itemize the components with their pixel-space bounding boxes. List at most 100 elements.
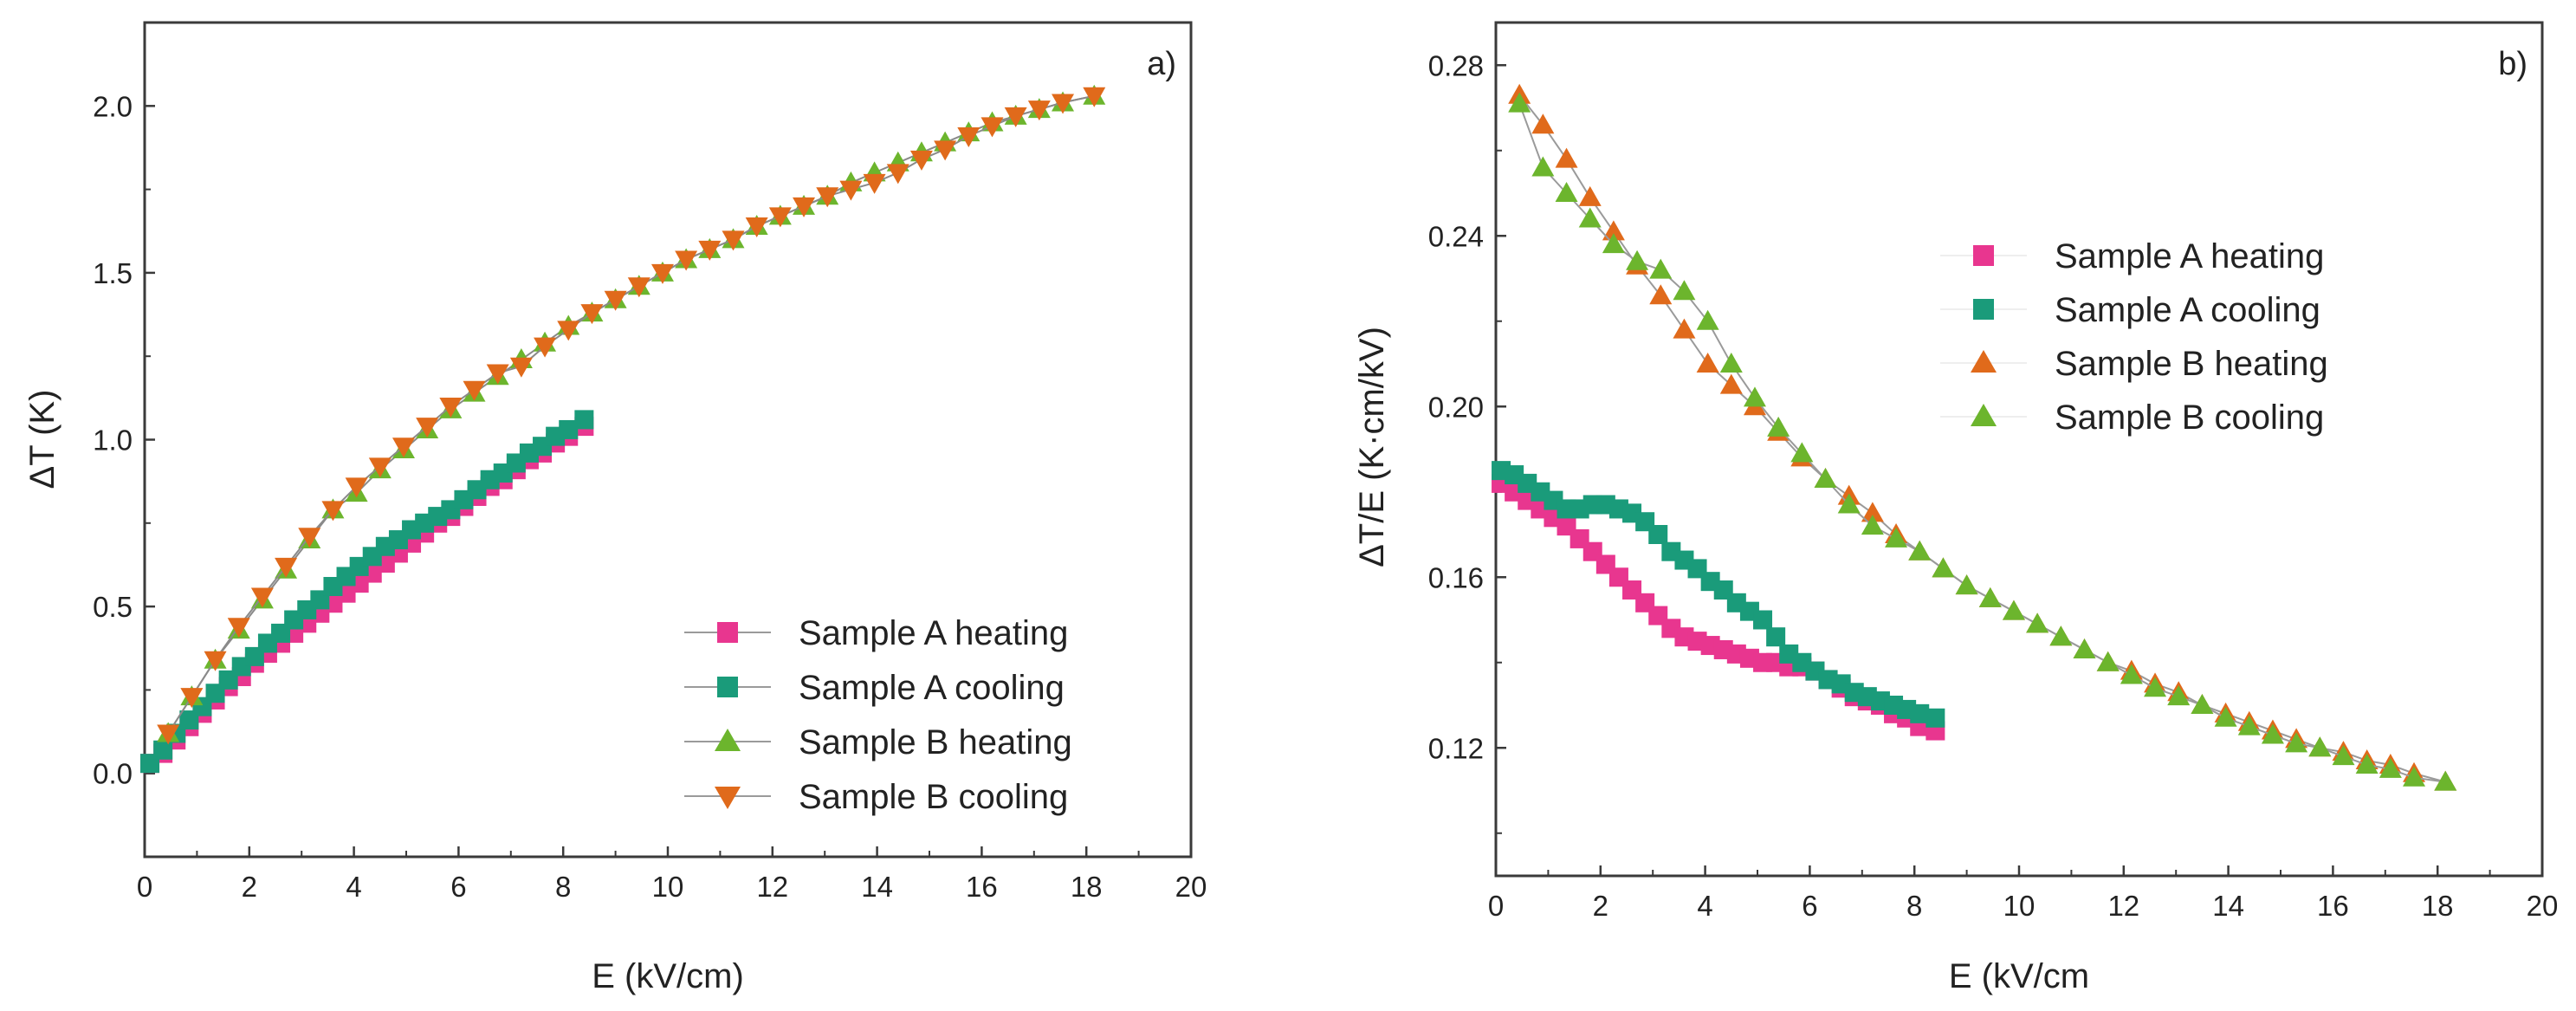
- series-sample-a-cooling: [1492, 461, 1945, 728]
- data-point: [1814, 467, 1837, 488]
- x-tick-label: 16: [966, 871, 998, 903]
- data-point: [981, 117, 1004, 138]
- data-point: [250, 587, 274, 608]
- y-tick-label: 0.16: [1428, 561, 1484, 593]
- panel-b-chart: 0.12 0.16 0.20 0.24 0.28 0 2 4 6 8 10 12 14 16 18 20 b…: [1353, 21, 2559, 995]
- data-point: [839, 180, 863, 201]
- data-point: [509, 357, 533, 378]
- x-tick-label: 14: [861, 871, 893, 903]
- data-point: [559, 419, 579, 439]
- series-layer: [140, 84, 1106, 774]
- data-point: [816, 187, 839, 208]
- legend-item-sample-b-heating: Sample B heating: [1940, 345, 2328, 383]
- series-sample-b-heating: [1508, 83, 2457, 791]
- data-point: [2191, 694, 2214, 714]
- legend-label: Sample B cooling: [2055, 399, 2324, 437]
- data-point: [2434, 770, 2457, 791]
- x-axis-title: E (kV/cm: [1949, 957, 2089, 995]
- y-tick-label: 0.5: [93, 591, 133, 623]
- data-point: [1027, 100, 1051, 121]
- data-point: [2237, 715, 2261, 736]
- y-axis-ticks: 0.12 0.16 0.20 0.24 0.28: [1428, 49, 1506, 834]
- data-point: [1926, 708, 1945, 728]
- x-tick-label: 0: [1488, 890, 1504, 922]
- y-tick-label: 0.0: [93, 758, 133, 790]
- panel-a-chart: 0.0 0.5 1.0 1.5 2.0 0 2 4 6 8 10 12 14 16 18 20 a) E (…: [23, 21, 1207, 995]
- data-point: [745, 217, 768, 237]
- x-tick-label: 0: [137, 871, 152, 903]
- legend-item-sample-b-heating: Sample B heating: [684, 723, 1072, 761]
- y-tick-label: 2.0: [93, 90, 133, 122]
- legend-label: Sample B heating: [2055, 345, 2328, 383]
- x-tick-label: 20: [2527, 890, 2559, 922]
- data-point: [1790, 442, 1814, 463]
- y-axis-ticks: 0.0 0.5 1.0 1.5 2.0: [93, 90, 155, 790]
- y-tick-label: 1.5: [93, 257, 133, 289]
- x-tick-label: 2: [1593, 890, 1608, 922]
- x-tick-label: 4: [1697, 890, 1712, 922]
- legend-marker: [1973, 299, 1994, 320]
- data-point: [1766, 627, 1786, 647]
- data-point: [1743, 386, 1766, 407]
- data-point: [392, 437, 415, 458]
- data-point: [2026, 612, 2049, 633]
- data-point: [298, 528, 321, 548]
- data-point: [1696, 353, 1719, 373]
- data-point: [2096, 651, 2120, 671]
- data-point: [1649, 284, 1673, 305]
- data-point: [1719, 373, 1743, 394]
- panel-label: b): [2498, 46, 2527, 82]
- data-point: [1052, 94, 1075, 114]
- data-point: [439, 397, 463, 418]
- data-point: [2355, 753, 2379, 774]
- x-tick-label: 16: [2317, 890, 2349, 922]
- data-point: [2261, 723, 2284, 744]
- x-tick-label: 6: [1802, 890, 1817, 922]
- series-layer: [1492, 83, 2457, 791]
- data-point: [604, 290, 627, 311]
- data-point: [627, 277, 650, 298]
- legend-label: Sample A cooling: [2055, 291, 2320, 329]
- data-point: [698, 240, 722, 261]
- data-point: [2214, 706, 2237, 727]
- x-tick-label: 12: [2107, 890, 2139, 922]
- data-point: [2285, 732, 2308, 753]
- x-axis-ticks: 0 2 4 6 8 10 12 14 16 18 20: [137, 846, 1207, 903]
- series-sample-a-heating: [140, 417, 594, 774]
- x-tick-label: 8: [1906, 890, 1922, 922]
- data-point: [650, 263, 674, 284]
- data-point: [2049, 625, 2073, 646]
- data-point: [2120, 664, 2143, 684]
- series-line: [1518, 94, 2446, 783]
- data-point: [153, 740, 173, 760]
- legend-label: Sample B heating: [799, 723, 1072, 761]
- data-point: [321, 501, 345, 522]
- data-point: [1531, 156, 1555, 177]
- data-point: [534, 337, 557, 358]
- series-sample-b-cooling: [1508, 92, 2457, 791]
- legend-item-sample-a-cooling: Sample A cooling: [1940, 291, 2320, 329]
- data-point: [1978, 587, 2002, 607]
- data-point: [2308, 736, 2332, 757]
- data-point: [863, 173, 886, 194]
- plot-frame: [1494, 21, 2544, 878]
- x-tick-label: 8: [555, 871, 571, 903]
- x-tick-label: 6: [450, 871, 466, 903]
- legend: Sample A heating Sample A cooling Sample…: [684, 614, 1072, 816]
- y-axis-title: ΔT/E (K·cm/kV): [1353, 327, 1391, 567]
- data-point: [1910, 703, 1930, 723]
- data-point: [1004, 107, 1027, 127]
- x-axis-title: E (kV/cm): [592, 957, 744, 995]
- data-point: [157, 724, 180, 745]
- data-point: [1508, 92, 1531, 113]
- data-point: [580, 304, 604, 325]
- legend-marker: [1971, 404, 1997, 426]
- data-point: [1753, 610, 1773, 630]
- legend: Sample A heating Sample A cooling Sample…: [1940, 237, 2328, 437]
- series-line: [1518, 103, 2446, 783]
- data-point: [1837, 493, 1861, 514]
- legend-label: Sample A cooling: [799, 669, 1065, 707]
- legend-marker: [715, 729, 741, 751]
- panel-label: a): [1147, 46, 1176, 82]
